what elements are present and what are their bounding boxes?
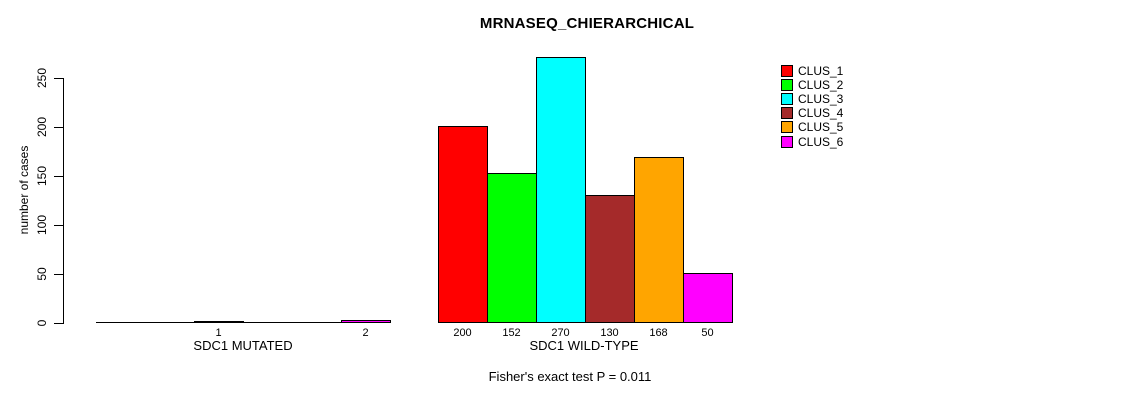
y-tick: [54, 274, 63, 275]
y-tick: [54, 78, 63, 79]
bar-value-label: 1: [215, 327, 222, 339]
legend-label: CLUS_5: [798, 120, 844, 135]
legend-swatch: [781, 121, 793, 134]
bar-clus_3-wild-type: [536, 57, 586, 323]
group-label-mutated: SDC1 MUTATED: [193, 338, 293, 353]
y-tick: [54, 127, 63, 128]
legend-label: CLUS_4: [798, 106, 844, 121]
legend-swatch: [781, 135, 793, 148]
bar-value-label: 130: [600, 327, 619, 339]
legend-swatch: [781, 65, 793, 77]
y-tick-label: 250: [35, 67, 49, 89]
bar-clus_2-wild-type: [487, 173, 537, 323]
bar-value-label: 168: [649, 327, 668, 339]
bar-clus_4-wild-type: [585, 194, 635, 323]
bar-value-label: 2: [362, 327, 369, 339]
legend-label: CLUS_6: [798, 134, 844, 149]
legend-label: CLUS_1: [798, 64, 844, 78]
bar-clus_6-wild-type: [683, 273, 733, 323]
bar-value-label: 152: [502, 327, 521, 339]
legend-swatch: [781, 107, 793, 120]
y-tick: [54, 176, 63, 177]
y-tick: [54, 323, 63, 324]
bar-clus_5-wild-type: [634, 157, 684, 323]
chart-title: MRNASEQ_CHIERARCHICAL: [479, 15, 695, 32]
bar-value-label: 200: [453, 327, 472, 339]
y-tick: [54, 225, 63, 226]
y-tick-label: 100: [35, 214, 49, 236]
y-axis-label: number of cases: [17, 145, 31, 235]
y-axis-line: [63, 78, 64, 324]
group-label-wild-type: SDC1 WILD-TYPE: [529, 338, 639, 353]
fisher-test-annotation: Fisher's exact test P = 0.011: [488, 369, 652, 384]
bar-value-label: 270: [551, 327, 570, 339]
bar-clus_1-wild-type: [438, 126, 488, 323]
y-tick-label: 50: [35, 267, 49, 281]
legend-label: CLUS_3: [798, 92, 844, 107]
legend-swatch: [781, 79, 793, 92]
legend-label: CLUS_2: [798, 78, 844, 93]
y-tick-label: 0: [35, 319, 49, 327]
y-tick-label: 200: [35, 116, 49, 138]
legend-swatch: [781, 93, 793, 106]
bar-value-label: 50: [701, 327, 714, 339]
y-tick-label: 150: [35, 165, 49, 187]
bar-clus_3-mutated: [194, 321, 244, 323]
bar-clus_6-mutated: [341, 320, 391, 323]
